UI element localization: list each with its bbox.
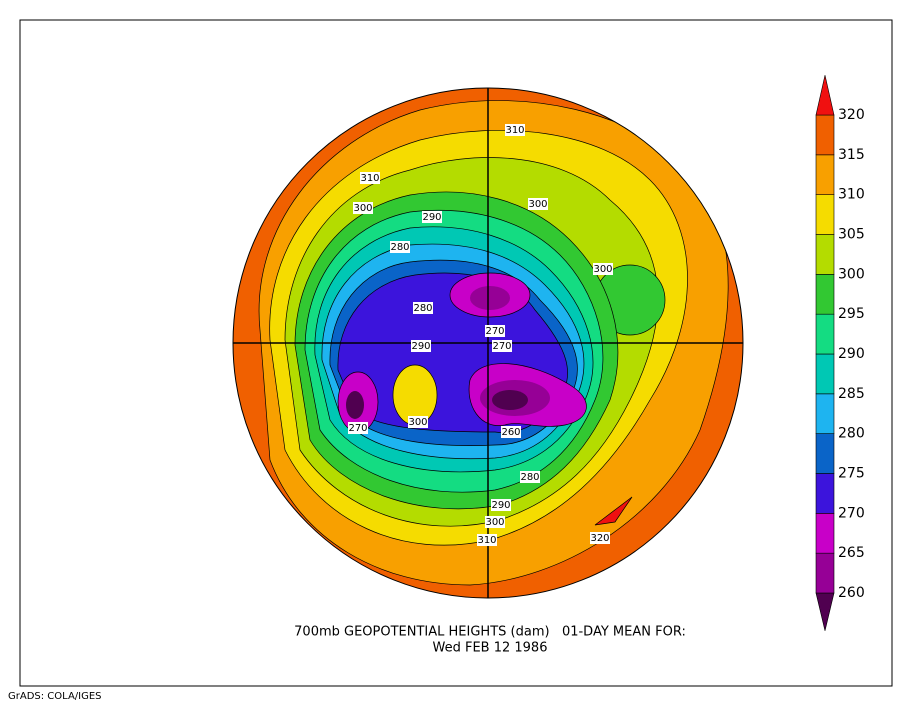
colorbar-box — [815, 473, 835, 514]
colorbar-box — [815, 234, 835, 275]
band — [470, 286, 510, 310]
title: 700mb GEOPOTENTIAL HEIGHTS (dam) 01-DAY … — [294, 625, 686, 640]
colorbar-label: 260 — [838, 585, 865, 601]
colorbar-label: 305 — [838, 227, 865, 243]
contour-label-box — [593, 263, 613, 275]
colorbar-arrow — [815, 75, 835, 116]
colorbar-box — [815, 114, 835, 156]
colorbar-label: 295 — [838, 306, 865, 322]
contour-label-box — [360, 172, 380, 184]
contour-label: 300 — [528, 199, 547, 210]
contour-label: 290 — [491, 500, 510, 511]
colorbar-label: 280 — [838, 426, 865, 442]
colorbar-label: 320 — [838, 107, 865, 123]
contour-label: 300 — [485, 517, 504, 528]
contour-label-box — [520, 471, 540, 483]
contour-label-box — [422, 211, 442, 223]
contour-label-box — [353, 202, 373, 214]
contour-label-box — [390, 241, 410, 253]
band — [346, 391, 364, 419]
subtitle: Wed FEB 12 1986 — [433, 641, 548, 656]
contour-label-box — [411, 340, 431, 352]
contour-label: 280 — [520, 472, 539, 483]
contour-label-box — [408, 416, 428, 428]
band — [594, 496, 633, 526]
footer: GrADS: COLA/IGES — [8, 691, 102, 702]
contour-label: 310 — [360, 173, 379, 184]
contour-label: 270 — [492, 341, 511, 352]
contour-label: 270 — [348, 423, 367, 434]
contour-label: 300 — [408, 417, 427, 428]
colorbar-label: 285 — [838, 386, 865, 402]
colorbar-label: 310 — [838, 187, 865, 203]
contour-label-box — [528, 198, 548, 210]
contour-label: 310 — [477, 535, 496, 546]
contour-label: 270 — [485, 326, 504, 337]
colorbar-box — [815, 274, 835, 315]
colorbar-box — [815, 552, 835, 594]
contour-label: 290 — [411, 341, 430, 352]
contour-label-box — [477, 534, 497, 546]
contour-label: 300 — [353, 203, 372, 214]
colorbar-label: 300 — [838, 266, 865, 282]
colorbar-box — [815, 194, 835, 235]
contour-label-box — [413, 302, 433, 314]
colorbar-label: 265 — [838, 545, 865, 561]
colorbar-box — [815, 313, 835, 355]
colorbar-box — [815, 353, 835, 395]
contour-label-box — [485, 516, 505, 528]
contour-label: 260 — [501, 427, 520, 438]
colorbar-label: 275 — [838, 466, 865, 482]
colorbar-box — [815, 154, 835, 195]
polar-map — [233, 88, 743, 598]
colorbar-box — [815, 433, 835, 474]
band — [492, 390, 528, 410]
colorbar-label: 270 — [838, 505, 865, 521]
colorbar-box — [815, 513, 835, 554]
contour-label: 280 — [413, 303, 432, 314]
contour-label: 300 — [593, 264, 612, 275]
globe-edge — [232, 87, 744, 599]
contour-label-box — [501, 426, 521, 438]
contour-label-box — [590, 532, 610, 544]
contour-label: 310 — [505, 125, 524, 136]
colorbar-label: 315 — [838, 147, 865, 163]
contour-label-box — [491, 499, 511, 511]
colorbar-box — [815, 393, 835, 434]
contour-label: 290 — [422, 212, 441, 223]
contour-label-box — [505, 124, 525, 136]
contour-label-box — [485, 325, 505, 337]
contour-label: 280 — [390, 242, 409, 253]
contour-label-box — [492, 340, 512, 352]
contour-label: 320 — [590, 533, 609, 544]
contour-label-box — [348, 422, 368, 434]
colorbar-label: 290 — [838, 346, 865, 362]
